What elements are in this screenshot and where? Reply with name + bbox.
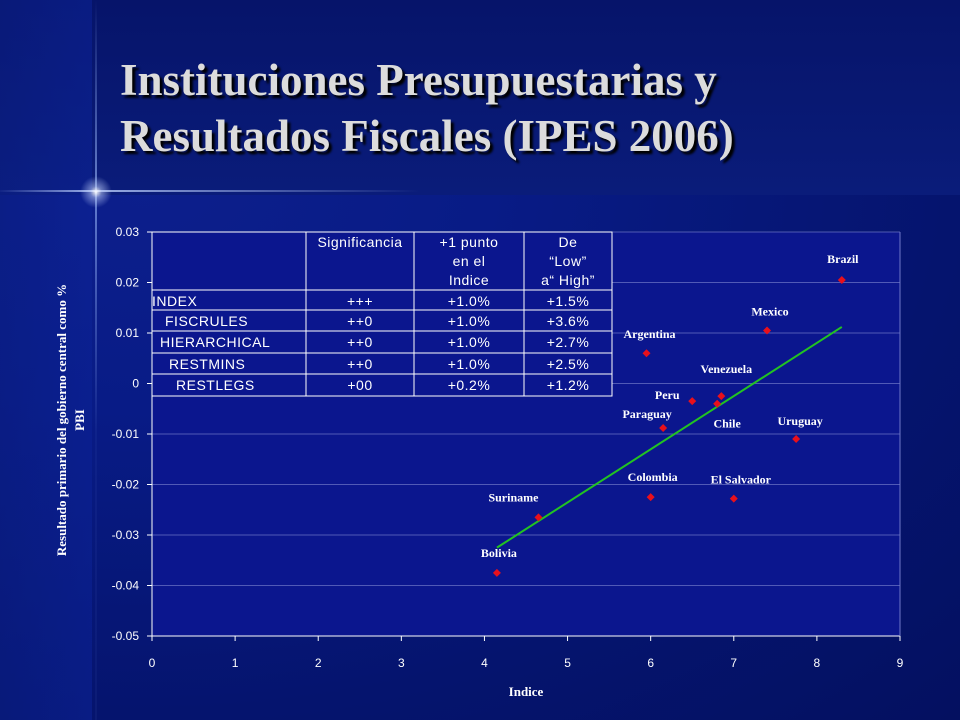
data-point-marker: [792, 435, 801, 444]
table-cell: ++0: [347, 334, 373, 350]
trend-line: [496, 326, 843, 549]
y-axis-title: Resultado primario del gobierno central …: [54, 284, 87, 556]
y-tick-label: -0.03: [112, 528, 140, 542]
table-header-cell: De: [559, 234, 578, 250]
table-cell: +++: [347, 293, 373, 309]
data-point-marker: [729, 494, 738, 503]
title-line-2: Resultados Fiscales (IPES 2006): [120, 111, 734, 161]
table-cell: +0.2%: [448, 377, 491, 393]
y-tick-label: -0.05: [112, 629, 140, 643]
point-label: Argentina: [624, 327, 676, 341]
x-tick-label: 1: [232, 656, 239, 670]
significance-table: Significancia +1 punto en el Indice De “Low” a…: [151, 231, 613, 397]
table-header-cell: Indice: [449, 272, 489, 288]
x-tick-label: 2: [315, 656, 322, 670]
point-labels: Bolivia Suriname Colombia Argentina Paraguay…: [481, 252, 859, 560]
y-axis-title-line-2: PBI: [72, 409, 87, 431]
data-point-marker: [642, 349, 651, 358]
table-row-label: RESTLEGS: [176, 377, 255, 393]
point-label: Venezuela: [701, 362, 753, 376]
table-cell: +1.0%: [448, 313, 491, 329]
y-tick-labels: 0.03 0.02 0.01 0 -0.01 -0.02 -0.03 -0.04 -0.05: [112, 225, 140, 643]
y-tick-label: 0.02: [116, 276, 140, 290]
x-tick-label: 8: [814, 656, 821, 670]
data-point-marker: [688, 397, 697, 406]
point-label: Uruguay: [777, 414, 822, 428]
table-row-label: RESTMINS: [169, 356, 245, 372]
x-axis-title: Indice: [509, 684, 544, 699]
table-cell: ++0: [347, 356, 373, 372]
table-header-cell: en el: [453, 253, 486, 269]
data-point-marker: [659, 423, 668, 432]
data-point-marker: [717, 392, 726, 401]
table-header-cell: a“ High”: [541, 272, 595, 288]
trend-line-path: [496, 326, 843, 549]
point-label: Mexico: [751, 304, 788, 318]
point-label: Paraguay: [622, 407, 671, 421]
table-header-cell: Significancia: [317, 234, 402, 250]
data-point-marker: [492, 568, 501, 577]
point-label: El Salvador: [711, 473, 772, 487]
data-point-marker: [646, 493, 655, 502]
slide-title: Instituciones Presupuestarias y Resultad…: [120, 52, 940, 164]
point-label: Chile: [713, 417, 741, 431]
table-cell: +2.5%: [547, 356, 590, 372]
table-cell: +1.0%: [448, 356, 491, 372]
table-row-label: HIERARCHICAL: [160, 334, 270, 350]
table-header-cell: +1 punto: [440, 234, 499, 250]
table-row-label: INDEX: [152, 293, 197, 309]
data-points: [492, 275, 846, 577]
table-cell: ++0: [347, 313, 373, 329]
title-line-1: Instituciones Presupuestarias y: [120, 55, 717, 105]
sparkle-vertical: [95, 0, 97, 720]
title-band: [0, 0, 960, 195]
sparkle-horizontal: [0, 190, 420, 192]
table-cell: +1.0%: [448, 334, 491, 350]
point-label: Peru: [655, 388, 680, 402]
table-cell: +00: [347, 377, 372, 393]
table-cell: +3.6%: [547, 313, 590, 329]
y-tick-label: 0: [132, 377, 139, 391]
table-header-cell: “Low”: [549, 253, 587, 269]
data-point-marker: [713, 399, 722, 408]
y-tick-label: 0.03: [116, 225, 140, 239]
point-label: Colombia: [628, 470, 678, 484]
point-label: Suriname: [488, 490, 539, 504]
x-tick-label: 4: [481, 656, 488, 670]
y-tick-label: 0.01: [116, 326, 140, 340]
table-cell: +1.5%: [547, 293, 590, 309]
data-point-marker: [763, 326, 772, 335]
x-tick-label: 7: [730, 656, 737, 670]
point-label: Bolivia: [481, 546, 517, 560]
table-row-label: FISCRULES: [165, 313, 248, 329]
data-point-marker: [534, 513, 543, 522]
data-point-marker: [837, 275, 846, 284]
x-tick-label: 9: [897, 656, 904, 670]
y-tick-label: -0.01: [112, 427, 140, 441]
table-cell: +2.7%: [547, 334, 590, 350]
y-tick-label: -0.04: [112, 579, 140, 593]
table-cell: +1.0%: [448, 293, 491, 309]
y-axis-title-line-1: Resultado primario del gobierno central …: [54, 284, 69, 556]
table-cell: +1.2%: [547, 377, 590, 393]
x-tick-label: 0: [149, 656, 156, 670]
y-tick-label: -0.02: [112, 478, 140, 492]
x-tick-label: 3: [398, 656, 405, 670]
table-frame: [151, 231, 613, 397]
x-tick-labels: 0 1 2 3 4 5 6 7 8 9: [149, 656, 904, 670]
left-strip: [0, 0, 92, 720]
sparkle-icon: [80, 176, 112, 208]
x-tick-label: 5: [564, 656, 571, 670]
x-tick-label: 6: [647, 656, 654, 670]
point-label: Brazil: [827, 252, 859, 266]
